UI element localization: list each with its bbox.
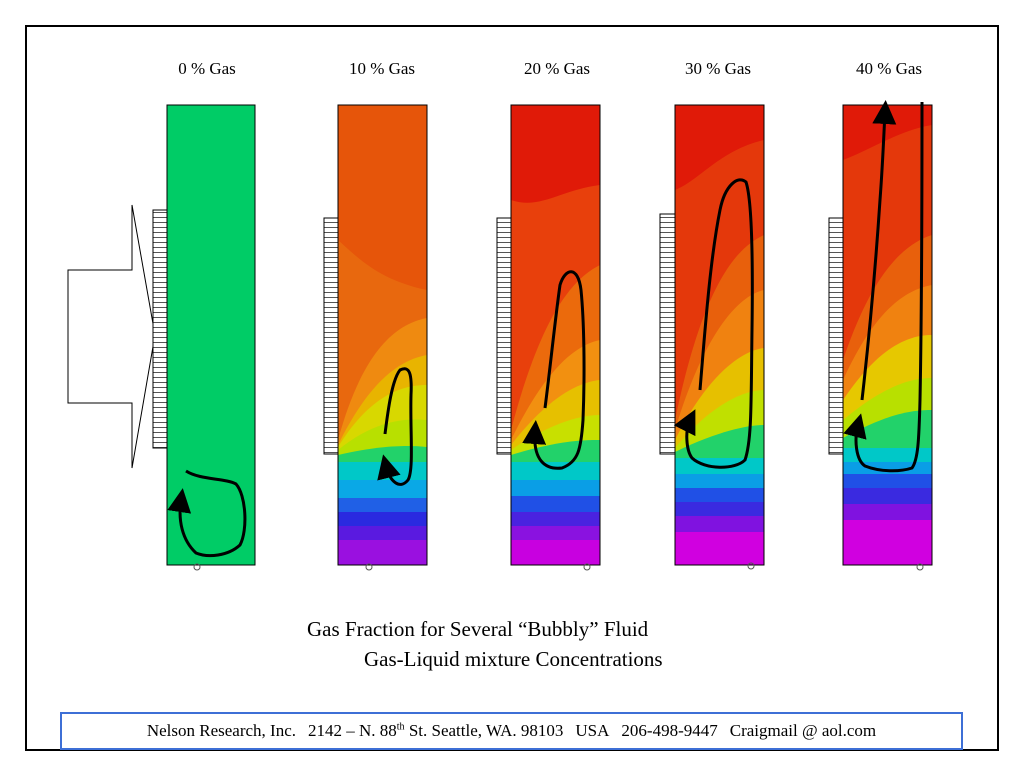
footer-country: USA bbox=[575, 721, 610, 740]
flow-streamline-30 bbox=[673, 178, 754, 469]
panel-40-pct bbox=[828, 100, 933, 571]
flow-streamline-10 bbox=[377, 367, 413, 486]
flow-streamline-40-left bbox=[860, 100, 897, 401]
footer-phone: 206-498-9447 bbox=[621, 721, 718, 740]
slide-frame bbox=[25, 25, 999, 751]
flow-streamline-40-right bbox=[843, 101, 924, 473]
heater-strip-40 bbox=[828, 217, 844, 455]
inlet-arrow bbox=[67, 204, 156, 469]
heater-strip-0 bbox=[152, 209, 168, 449]
panel-title-20: 20 % Gas bbox=[523, 59, 591, 78]
panel-20-pct bbox=[496, 104, 601, 571]
panel-0-pct bbox=[152, 104, 256, 571]
caption-line-1: Gas Fraction for Several “Bubbly” Fluid bbox=[307, 617, 649, 641]
contact-footer: Nelson Research, Inc. 2142 – N. 88th St.… bbox=[60, 712, 963, 750]
panel-title-30: 30 % Gas bbox=[684, 59, 752, 78]
flow-streamline-0 bbox=[167, 469, 247, 558]
footer-address: 2142 – N. 88th St. Seattle, WA. 98103 bbox=[308, 721, 564, 740]
panel-30-pct bbox=[659, 104, 765, 570]
footer-company: Nelson Research, Inc. bbox=[146, 721, 296, 740]
heater-strip-20 bbox=[496, 217, 512, 455]
panel-title-40: 40 % Gas bbox=[855, 59, 923, 78]
panel-title-10: 10 % Gas bbox=[348, 59, 416, 78]
heater-strip-10 bbox=[323, 217, 339, 455]
flow-streamline-20 bbox=[522, 270, 586, 470]
heater-strip-30 bbox=[659, 213, 676, 455]
panel-10-pct bbox=[323, 104, 428, 571]
panel-title-0: 0 % Gas bbox=[178, 59, 236, 78]
footer-email: Craigmail @ aol.com bbox=[729, 721, 877, 740]
caption-line-2: Gas-Liquid mixture Concentrations bbox=[364, 647, 663, 671]
